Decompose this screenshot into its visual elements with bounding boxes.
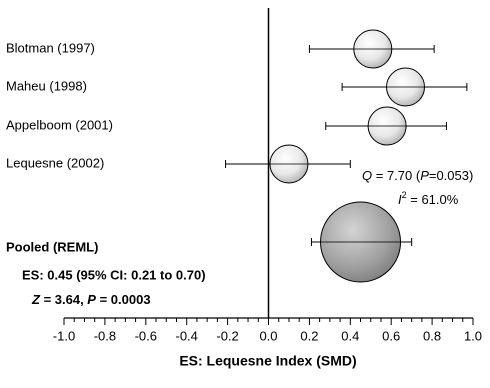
pooled-label: Pooled (REML) — [6, 239, 98, 254]
x-tick-label: 1.0 — [464, 328, 482, 343]
annotation: Q = 7.70 (P=0.053) — [362, 168, 473, 183]
annotation-run: = 61.0% — [407, 192, 459, 207]
annotation-run: = 7.70 ( — [372, 168, 421, 183]
annotation-run: = 0.0003 — [96, 292, 151, 307]
x-tick-label: 0.0 — [259, 328, 277, 343]
x-axis-title: ES: Lequesne Index (SMD) — [179, 353, 356, 369]
study-label: Appelboom (2001) — [6, 117, 113, 132]
pooled-summary: ES: 0.45 (95% CI: 0.21 to 0.70) — [22, 267, 206, 282]
x-tick-label: -0.2 — [216, 328, 238, 343]
annotation-run: =0.053) — [429, 168, 473, 183]
x-tick-label: -0.6 — [135, 328, 157, 343]
x-tick-label: 0.4 — [341, 328, 359, 343]
x-tick-label: 0.2 — [300, 328, 318, 343]
study-label: Lequesne (2002) — [6, 155, 104, 170]
annotation-run: 2 — [402, 190, 407, 200]
annotation-run: I — [398, 192, 402, 207]
x-tick-label: -1.0 — [53, 328, 75, 343]
x-tick-label: -0.4 — [175, 328, 197, 343]
x-tick-label: -0.8 — [94, 328, 116, 343]
x-tick-label: 0.6 — [382, 328, 400, 343]
annotation-run: Z — [31, 292, 41, 307]
annotation-run: P — [420, 168, 429, 183]
x-tick-label: 0.8 — [423, 328, 441, 343]
annotation-run: = 3.64, — [40, 292, 87, 307]
annotation: I2 = 61.0% — [398, 190, 459, 207]
study-label: Maheu (1998) — [6, 78, 87, 93]
study-label: Blotman (1997) — [6, 40, 95, 55]
annotation: Z = 3.64, P = 0.0003 — [31, 292, 151, 307]
annotation-run: P — [87, 292, 96, 307]
annotation-run: Q — [362, 168, 372, 183]
